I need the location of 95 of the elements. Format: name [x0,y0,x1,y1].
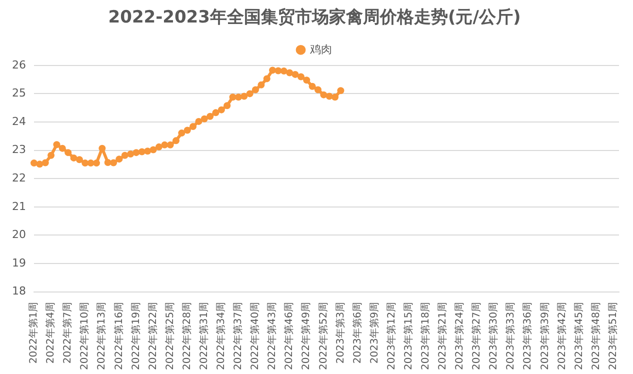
y-tick-label: 18 [12,284,26,298]
point [212,109,220,116]
point [286,69,294,76]
x-tick-label: 2022年第52周 [317,302,330,370]
y-tick-label: 24 [12,114,26,128]
x-tick-label: 2023年第51周 [606,302,619,370]
point [30,160,38,167]
x-tick-label: 2023年第6周 [351,302,364,364]
point [48,152,55,159]
x-tick-label: 2022年第49周 [300,302,312,370]
point [314,86,322,94]
point [206,112,214,120]
x-tick-label: 2022年第46周 [283,302,296,370]
point [92,160,100,167]
x-tick-label: 2023年第3周 [334,302,346,364]
x-tick-label: 2023年第18周 [419,302,432,370]
point [150,146,157,154]
y-tick-label: 25 [12,86,26,100]
point [166,141,174,148]
point [121,152,128,159]
x-tick-label: 2023年第30周 [488,302,500,370]
x-tick-label: 2023年第27周 [470,302,483,370]
x-tick-label: 2022年第10周 [78,302,91,370]
x-tick-label: 2022年第28周 [180,302,193,370]
x-tick-label: 2022年第43周 [266,302,278,370]
x-tick-label: 2023年第39周 [538,302,551,370]
point [127,150,134,158]
point [218,106,225,114]
point [155,143,162,150]
x-tick-label: 2023年第24周 [454,302,466,370]
point [64,149,72,156]
x-tick-label: 2022年第25周 [164,302,176,370]
point [224,102,231,110]
x-tick-label: 2022年第13周 [96,302,108,370]
x-tick-label: 2022年第34周 [215,302,228,370]
point [258,81,265,88]
point [292,70,299,78]
x-tick-label: 2022年第1周 [28,302,40,364]
x-tick-label: 2023年第42周 [556,302,568,370]
point [98,144,106,152]
x-tick-label: 2022年第22周 [146,302,159,370]
x-tick-label: 2023年第9周 [368,302,380,364]
point [337,87,344,94]
point [195,118,202,125]
x-tick-label: 2022年第19周 [130,302,142,370]
point [138,148,146,156]
point [70,154,78,162]
x-tick-label: 2023年第48周 [590,302,602,370]
y-tick-label: 26 [12,58,26,72]
point [263,75,270,82]
point [76,156,83,164]
x-tick-label: 2022年第31周 [198,302,210,370]
point [172,137,180,144]
chart-title: 2022-2023年全国集贸市场家禽周价格走势(元/公斤) [108,8,521,28]
x-tick-label: 2023年第33周 [504,302,517,370]
x-tick-label: 2022年第7周 [62,302,74,364]
y-tick-label: 20 [12,228,26,242]
x-tick-label: 2023年第36周 [522,302,534,370]
point [53,141,60,148]
point [110,159,118,166]
point [190,123,197,130]
point [144,148,152,155]
point [184,126,191,134]
point [320,91,328,98]
y-tick-label: 19 [12,256,26,270]
point [246,90,254,98]
x-tick-label: 2022年第40周 [249,302,262,370]
point [252,86,260,94]
x-tick-label: 2022年第37周 [232,302,244,370]
y-tick-label: 22 [12,171,26,184]
point [116,156,123,163]
point [297,73,304,80]
point [269,66,276,74]
x-tick-label: 2023年第12周 [385,302,398,370]
point [280,68,288,75]
point [200,115,208,122]
point [332,94,339,101]
point [42,159,49,166]
point [161,141,168,148]
point [82,160,89,167]
point [36,160,44,168]
x-tick-label: 2022年第4周 [44,302,57,364]
point [240,92,248,100]
y-tick-label: 23 [12,143,26,156]
point [178,130,186,137]
legend-label: 鸡肉 [308,42,332,56]
point [58,144,66,152]
x-tick-label: 2023年第15周 [402,302,414,370]
point [303,76,310,84]
x-tick-label: 2023年第45周 [572,302,585,370]
y-tick-label: 21 [12,200,26,213]
point [234,94,242,101]
x-tick-label: 2022年第16周 [112,302,125,370]
x-tick-label: 2023年第21周 [436,302,449,370]
point [308,82,316,90]
